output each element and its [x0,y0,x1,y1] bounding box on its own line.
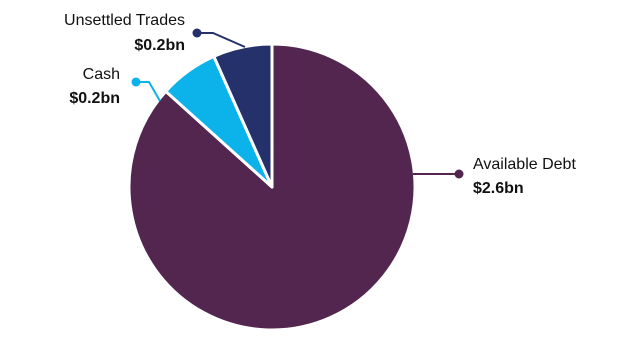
label-unsettled-trades-value: $0.2bn [134,37,185,54]
label-cash-name: Cash [83,66,120,83]
label-unsettled-trades-name: Unsettled Trades [64,12,185,29]
label-cash-value: $0.2bn [69,90,120,107]
pie-slice-unsettled-trades [212,42,274,189]
label-unsettled-trades: Unsettled Trades $0.2bn [64,12,185,54]
leader-line-cash [136,81,161,102]
slices-layer [127,42,417,332]
leaders-layer [131,28,464,179]
leader-dot-available-debt [454,169,464,179]
leader-dot-unsettled-trades [192,28,202,38]
label-available-debt-name: Available Debt [473,156,576,173]
label-cash: Cash $0.2bn [69,66,120,107]
label-available-debt-value: $2.6bn [473,180,524,197]
label-available-debt: Available Debt $2.6bn [473,156,576,197]
leader-line-unsettled-trades [197,32,246,48]
leader-dot-cash [131,77,141,87]
